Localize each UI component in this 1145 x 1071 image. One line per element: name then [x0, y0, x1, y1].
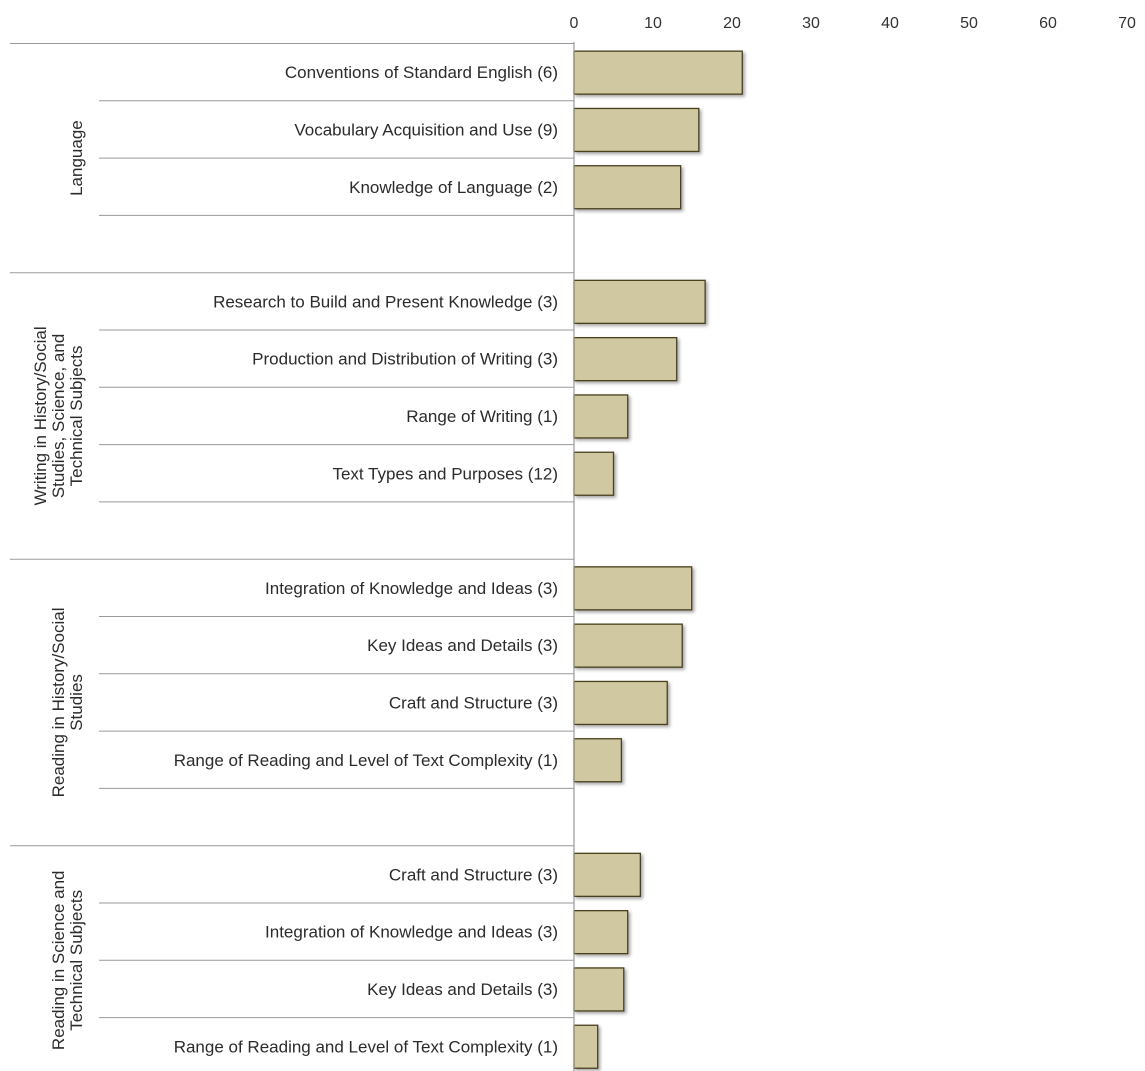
category-label: Text Types and Purposes (12) — [332, 464, 558, 483]
bar — [573, 680, 668, 726]
x-tick-label: 50 — [960, 15, 978, 32]
group-label-line: Technical Subjects — [67, 346, 86, 487]
category-label: Production and Distribution of Writing (… — [252, 350, 558, 369]
x-axis-ticks: 0 10 20 30 40 50 60 70 — [570, 15, 1136, 32]
category-label: Integration of Knowledge and Ideas (3) — [265, 923, 558, 942]
x-tick-label: 10 — [644, 15, 662, 32]
category-label: Conventions of Standard English (6) — [285, 63, 558, 82]
bar — [573, 107, 700, 153]
bar — [573, 451, 615, 496]
bar — [573, 566, 693, 611]
group-label-line: Language — [67, 120, 86, 196]
x-tick-label: 70 — [1118, 15, 1136, 32]
category-label: Key Ideas and Details (3) — [367, 980, 558, 999]
bar — [573, 852, 642, 897]
category-label: Range of Reading and Level of Text Compl… — [174, 751, 558, 770]
category-label: Knowledge of Language (2) — [349, 178, 558, 197]
category-label: Key Ideas and Details (3) — [367, 636, 558, 655]
category-label: Integration of Knowledge and Ideas (3) — [265, 579, 558, 598]
group-label-line: Reading in Science and — [49, 871, 68, 1051]
category-labels: Conventions of Standard English (6) Vocab… — [174, 63, 558, 1056]
group-label: Writing in History/SocialStudies, Scienc… — [31, 326, 86, 505]
bar — [573, 279, 706, 325]
category-label: Research to Build and Present Knowledge … — [213, 292, 558, 311]
x-tick-label: 60 — [1039, 15, 1057, 32]
category-label: Vocabulary Acquisition and Use (9) — [294, 120, 558, 139]
x-tick-label: 20 — [723, 15, 741, 32]
x-tick-label: 30 — [802, 15, 820, 32]
bars — [573, 50, 743, 1069]
group-label-line: Studies — [67, 674, 86, 731]
bar — [573, 50, 743, 95]
bar — [573, 1024, 599, 1069]
category-label: Range of Reading and Level of Text Compl… — [174, 1037, 558, 1056]
bar — [573, 967, 625, 1012]
group-label: Reading in Science andTechnical Subjects — [49, 871, 86, 1051]
bar — [573, 336, 678, 382]
group-label: Reading in History/SocialStudies — [49, 607, 86, 797]
category-label: Craft and Structure (3) — [389, 693, 558, 712]
group-label-line: Writing in History/Social — [31, 326, 50, 505]
x-tick-label: 40 — [881, 15, 899, 32]
bar — [573, 394, 629, 439]
group-label-line: Reading in History/Social — [49, 607, 68, 797]
group-label-line: Technical Subjects — [67, 890, 86, 1031]
group-label-line: Studies, Science, and — [49, 334, 68, 498]
bar — [573, 738, 623, 783]
bar — [573, 165, 682, 210]
category-separators — [10, 43, 574, 1019]
group-label: Language — [67, 120, 86, 196]
category-label: Range of Writing (1) — [406, 407, 558, 426]
bar — [573, 910, 629, 955]
x-tick-label: 0 — [570, 15, 579, 32]
bar — [573, 623, 683, 668]
category-label: Craft and Structure (3) — [389, 865, 558, 884]
